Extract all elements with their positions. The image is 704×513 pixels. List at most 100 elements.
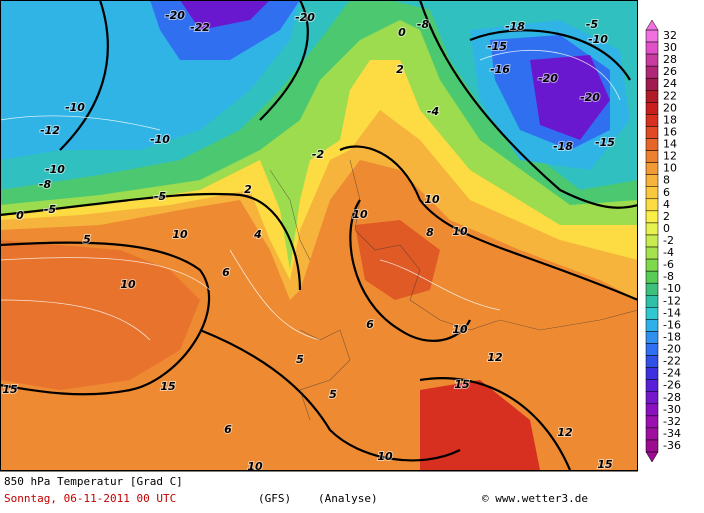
colorbar-label: 30 [663, 41, 677, 54]
colorbar-label: -20 [663, 343, 681, 356]
colorbar-box [645, 210, 659, 224]
contour-label: 15 [454, 378, 470, 391]
contour-label: -2 [312, 148, 325, 161]
contour-label: 10 [377, 450, 393, 463]
colorbar-box [645, 174, 659, 187]
colorbar-label: 32 [663, 29, 677, 42]
colorbar-label: -10 [663, 282, 681, 295]
colorbar-label: 0 [663, 222, 670, 235]
colorbar-box [645, 367, 659, 380]
colorbar-box [645, 319, 659, 332]
colorbar-arrow-bottom [645, 451, 659, 463]
colorbar-box [645, 102, 659, 115]
colorbar-box [645, 234, 659, 248]
colorbar-box [645, 126, 659, 139]
contour-label: -8 [39, 178, 52, 191]
colorbar-label: -4 [663, 246, 674, 259]
contour-label: 4 [253, 228, 262, 241]
contour-label: -5 [586, 18, 599, 31]
colorbar-label: 16 [663, 125, 677, 138]
colorbar-label: -16 [663, 318, 681, 331]
contour-label: -22 [190, 21, 210, 34]
colorbar-label: -36 [663, 439, 681, 452]
colorbar-label: 12 [663, 150, 677, 163]
colorbar-box [645, 343, 659, 356]
colorbar-box [645, 186, 659, 200]
map-area: -20-22-20-18-15-16-20-20-18 -15-10-5-10-1… [0, 0, 638, 471]
colorbar-box [645, 246, 659, 260]
contour-label: 6 [222, 266, 230, 279]
contour-label: -15 [487, 40, 507, 53]
colorbar-label: 14 [663, 138, 677, 151]
contour-label: -10 [588, 33, 608, 46]
colorbar-box [645, 138, 659, 151]
colorbar-arrow-top [645, 19, 659, 31]
colorbar-label: 22 [663, 89, 677, 102]
contour-label: 0 [398, 26, 406, 39]
contour-label: 15 [2, 383, 18, 396]
colorbar-label: 18 [663, 113, 677, 126]
colorbar-box [645, 415, 659, 429]
contour-label: -10 [45, 163, 65, 176]
colorbar-box [645, 41, 659, 55]
colorbar-label: -32 [663, 415, 681, 428]
footer-run: (Analyse) [318, 492, 378, 505]
footer-title: 850 hPa Temperatur [Grad C] [4, 475, 183, 488]
colorbar-box [645, 29, 659, 43]
contour-label: 15 [160, 380, 176, 393]
contour-label: -20 [538, 72, 558, 85]
colorbar-box [645, 307, 659, 320]
contour-label: -5 [44, 203, 57, 216]
contour-label: -18 [505, 20, 525, 33]
colorbar-label: -2 [663, 234, 674, 247]
contour-label: 10 [424, 193, 440, 206]
colorbar-box [645, 222, 659, 236]
colorbar-box [645, 270, 659, 284]
colorbar-label: 6 [663, 186, 670, 199]
contour-label: -20 [295, 11, 315, 24]
colorbar-box [645, 403, 659, 417]
colorbar-label: 28 [663, 53, 677, 66]
contour-label: -20 [580, 91, 600, 104]
colorbar-label: 10 [663, 162, 677, 175]
colorbar-box [645, 331, 659, 344]
colorbar-label: -24 [663, 367, 681, 380]
colorbar-box [645, 114, 659, 127]
contour-label: 0 [16, 209, 24, 222]
colorbar-label: -6 [663, 258, 674, 271]
colorbar-box [645, 258, 659, 272]
contour-label: 15 [597, 458, 613, 471]
colorbar-box [645, 295, 659, 308]
contour-label: -15 [595, 136, 615, 149]
contour-label: 12 [487, 351, 503, 364]
contour-label: -10 [150, 133, 170, 146]
colorbar-box [645, 77, 659, 91]
contour-label: -8 [417, 18, 430, 31]
footer-date: Sonntag, 06-11-2011 00 UTC [4, 492, 176, 505]
contour-label: 5 [329, 388, 337, 401]
colorbar-box [645, 65, 659, 79]
colorbar-box [645, 355, 659, 368]
colorbar-label: 8 [663, 174, 670, 187]
contour-label: -12 [40, 124, 60, 137]
colorbar-box [645, 162, 659, 175]
contour-label: 5 [83, 233, 91, 246]
colorbar-label: 2 [663, 210, 670, 223]
contour-label: -20 [165, 9, 185, 22]
colorbar-box [645, 391, 659, 405]
colorbar-label: -30 [663, 403, 681, 416]
contour-label: 12 [557, 426, 573, 439]
contour-label: 6 [366, 318, 374, 331]
contour-label: -4 [427, 105, 439, 118]
contour-label: 10 [452, 323, 468, 336]
contour-label: -18 [553, 140, 573, 153]
colorbar-box [645, 53, 659, 67]
colorbar-label: -26 [663, 379, 681, 392]
colorbar-label: -12 [663, 294, 681, 307]
colorbar-label: 20 [663, 101, 677, 114]
contour-label: 10 [352, 208, 368, 221]
colorbar-label: -34 [663, 427, 681, 440]
colorbar-label: -18 [663, 330, 681, 343]
